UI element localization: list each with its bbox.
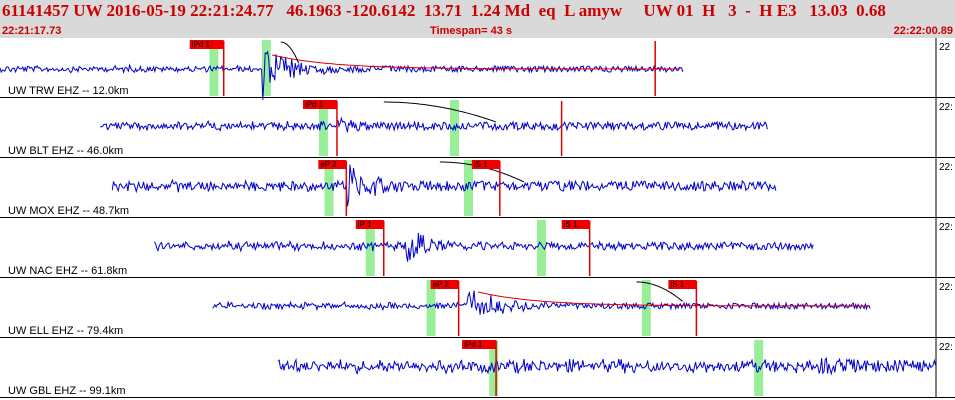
pick-label: iPd 1 — [464, 340, 483, 349]
pick-flag[interactable] — [561, 220, 590, 229]
waveform — [212, 290, 871, 315]
event-header: 61141457 UW 2016-05-19 22:21:24.77 46.19… — [0, 0, 955, 38]
pick-window — [365, 220, 375, 276]
station-label: UW NAC EHZ -- 61.8km — [8, 265, 127, 277]
pick-label: eP 2 — [433, 280, 450, 289]
trace-row[interactable]: iPd 1 UW BLT EHZ -- 46.0km 22: — [0, 98, 955, 158]
pick-flag[interactable] — [189, 40, 224, 49]
waveform — [0, 50, 684, 100]
pick-window — [641, 280, 651, 336]
timespan-label: Timespan= 43 s — [430, 25, 513, 37]
pick-label: eP 2 — [320, 160, 337, 169]
trace-row[interactable]: eP 2 iS 1 UW MOX EHZ -- 48.7km 22: — [0, 158, 955, 218]
envelope-curve — [383, 101, 496, 123]
pick-flag[interactable] — [668, 280, 697, 289]
station-label: UW MOX EHZ -- 48.7km — [8, 205, 129, 217]
pick-flag[interactable] — [302, 100, 337, 109]
coda-fit-curve — [477, 291, 870, 307]
waveform — [100, 116, 768, 133]
corner-time: 22: — [939, 282, 953, 293]
pick-flag[interactable] — [318, 160, 347, 169]
pick-label: iP 1 — [358, 220, 372, 229]
trace-row[interactable]: iP 1 iS 1 UW NAC EHZ -- 61.8km 22: — [0, 218, 955, 278]
station-label: UW TRW EHZ -- 12.0km — [8, 85, 129, 97]
coda-fit-curve — [271, 54, 681, 70]
pick-flag[interactable] — [355, 220, 384, 229]
envelope-curve — [280, 41, 300, 64]
pick-window — [261, 40, 271, 96]
station-label: UW GBL EHZ -- 99.1km — [8, 385, 126, 397]
pick-flag[interactable] — [430, 280, 459, 289]
station-label: UW BLT EHZ -- 46.0km — [8, 145, 123, 157]
pick-label: iS 1 — [670, 280, 684, 289]
pick-label: iPd 1 — [305, 100, 324, 109]
pick-window — [537, 220, 547, 276]
pick-label: iPd 1 — [192, 40, 211, 49]
pick-window — [324, 160, 334, 216]
pick-label: iS 1 — [474, 160, 488, 169]
end-time: 22:22:00.89 — [893, 25, 953, 37]
corner-time: 22: — [939, 342, 953, 353]
pick-flag[interactable] — [471, 160, 500, 169]
seismogram-panel[interactable]: iPd 1 UW TRW EHZ -- 12.0km 22 iPd 1 UW BLT E… — [0, 38, 955, 400]
pick-window — [318, 100, 328, 156]
corner-time: 22 — [939, 42, 951, 53]
pick-window — [489, 340, 499, 396]
event-title: 61141457 UW 2016-05-19 22:21:24.77 46.19… — [2, 1, 886, 20]
trace-row[interactable]: iPd 1 UW TRW EHZ -- 12.0km 22 — [0, 38, 955, 100]
corner-time: 22: — [939, 222, 953, 233]
station-label: UW ELL EHZ -- 79.4km — [8, 325, 123, 337]
corner-time: 22: — [939, 162, 953, 173]
waveform — [111, 164, 777, 207]
start-time: 22:21:17.73 — [2, 25, 62, 37]
waveform — [153, 232, 814, 262]
corner-time: 22: — [939, 102, 953, 113]
envelope-curve — [636, 281, 683, 302]
pick-label: iS 1 — [564, 220, 578, 229]
pick-window — [426, 280, 436, 336]
pick-flag[interactable] — [462, 340, 497, 349]
trace-row[interactable]: eP 2 iS 1 UW ELL EHZ -- 79.4km 22: — [0, 278, 955, 338]
pick-window — [464, 160, 473, 216]
trace-row[interactable]: iPd 1 UW GBL EHZ -- 99.1km 22: — [0, 338, 955, 398]
waveform — [277, 357, 937, 376]
